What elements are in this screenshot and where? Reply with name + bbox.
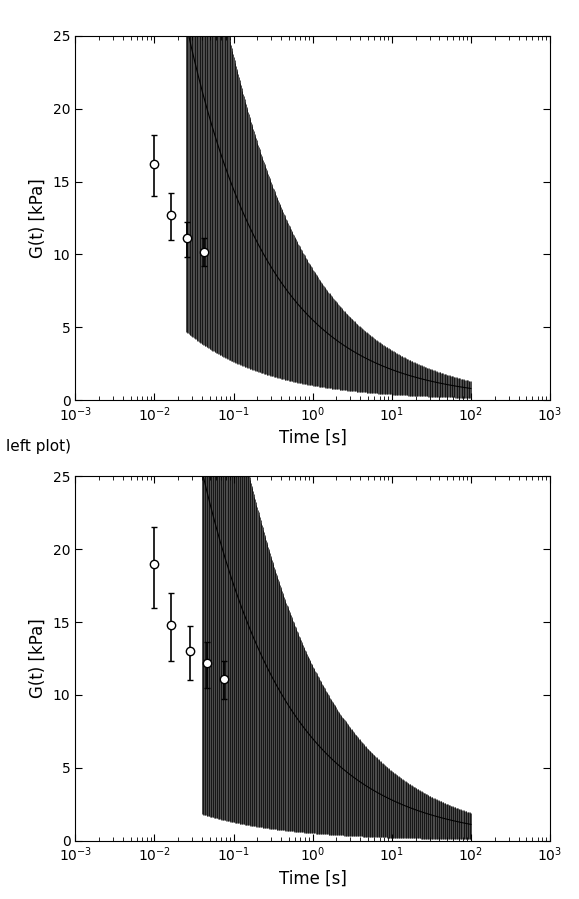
X-axis label: Time [s]: Time [s] [278,869,347,887]
Y-axis label: G(t) [kPa]: G(t) [kPa] [29,178,47,258]
X-axis label: Time [s]: Time [s] [278,429,347,447]
Text: left plot): left plot) [6,439,71,454]
Y-axis label: G(t) [kPa]: G(t) [kPa] [29,619,47,699]
